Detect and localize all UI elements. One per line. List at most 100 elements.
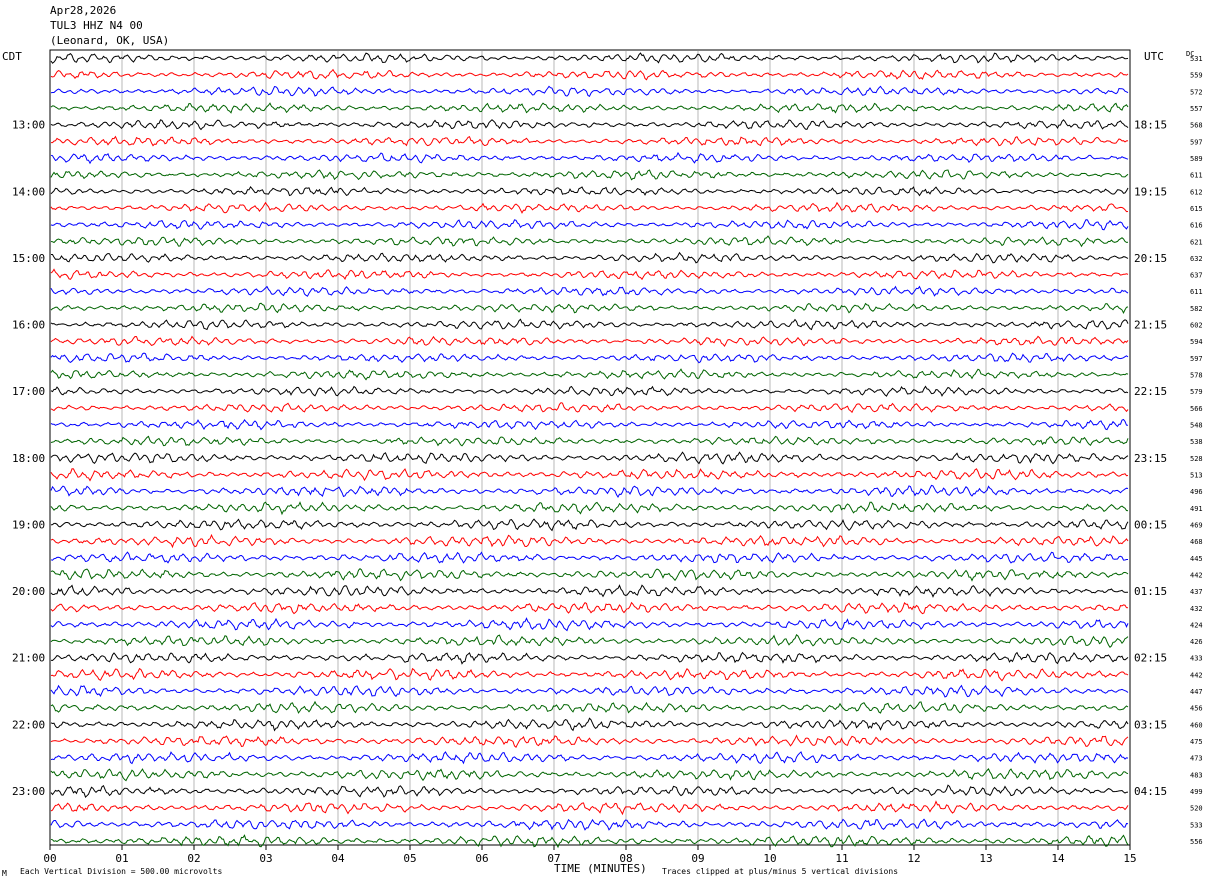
- x-tick-label: 09: [691, 852, 704, 865]
- dc-offset-label: 442: [1190, 671, 1203, 679]
- dc-offset-label: 433: [1190, 655, 1203, 663]
- right-time-label: 03:15: [1134, 718, 1167, 731]
- dc-offset-label: 437: [1190, 588, 1203, 596]
- x-tick-label: 04: [331, 852, 345, 865]
- seismic-trace: [50, 102, 1129, 114]
- x-tick-label: 07: [547, 852, 560, 865]
- seismic-trace: [50, 186, 1129, 197]
- seismic-trace: [50, 68, 1129, 81]
- left-zone-label: CDT: [2, 50, 22, 63]
- seismic-trace: [50, 302, 1129, 315]
- left-time-label: 19:00: [12, 518, 45, 531]
- header-location: (Leonard, OK, USA): [50, 34, 170, 47]
- x-tick-label: 00: [43, 852, 56, 865]
- left-time-label: 22:00: [12, 718, 45, 731]
- x-axis-title: TIME (MINUTES): [554, 862, 647, 875]
- right-time-label: 04:15: [1134, 785, 1167, 798]
- dc-offset-label: 483: [1190, 771, 1203, 779]
- seismic-trace: [50, 285, 1129, 297]
- x-tick-label: 11: [835, 852, 848, 865]
- seismic-trace: [50, 219, 1129, 231]
- plot-frame: [49, 49, 1131, 846]
- seismic-trace: [50, 800, 1129, 816]
- dc-offset-label: 582: [1190, 305, 1203, 313]
- dc-offset-label: 566: [1190, 405, 1203, 413]
- x-tick-label: 03: [259, 852, 272, 865]
- seismic-trace: [50, 85, 1129, 97]
- left-time-label: 13:00: [12, 119, 45, 132]
- x-tick-label: 05: [403, 852, 416, 865]
- dc-offset-label: 475: [1190, 738, 1203, 746]
- dc-offset-label: 528: [1190, 455, 1203, 463]
- seismic-trace: [50, 518, 1129, 532]
- seismic-trace: [50, 784, 1129, 798]
- seismic-trace: [50, 684, 1129, 698]
- right-time-label: 19:15: [1134, 185, 1167, 198]
- dc-offset-label: 460: [1190, 721, 1203, 729]
- seismic-trace: [50, 52, 1129, 64]
- seismic-trace: [50, 818, 1129, 831]
- dc-offset-label: 615: [1190, 205, 1203, 213]
- seismic-trace: [50, 533, 1129, 549]
- seismic-trace: [50, 169, 1129, 181]
- right-time-label: 23:15: [1134, 452, 1167, 465]
- x-tick-label: 01: [115, 852, 128, 865]
- dc-offset-label: 445: [1190, 555, 1203, 563]
- left-time-label: 20:00: [12, 585, 45, 598]
- seismic-trace: [50, 717, 1129, 732]
- left-time-label: 16:00: [12, 319, 45, 332]
- right-time-label: 22:15: [1134, 385, 1167, 398]
- dc-offset-label: 491: [1190, 505, 1203, 513]
- seismic-trace: [50, 584, 1128, 598]
- x-tick-label: 02: [187, 852, 200, 865]
- dc-offset-label: 456: [1190, 705, 1203, 713]
- dc-offset-label: 621: [1190, 238, 1203, 246]
- seismic-trace: [50, 235, 1129, 248]
- seismic-trace: [50, 617, 1129, 632]
- seismic-trace: [50, 201, 1129, 214]
- left-time-label: 14:00: [12, 185, 45, 198]
- dc-offset-label: 616: [1190, 222, 1203, 230]
- dc-offset-label: 572: [1190, 88, 1203, 96]
- x-tick-label: 13: [979, 852, 992, 865]
- dc-offset-label: 499: [1190, 788, 1203, 796]
- seismic-trace: [50, 667, 1129, 682]
- seismic-trace: [50, 335, 1129, 347]
- seismic-trace: [50, 601, 1129, 615]
- dc-offset-label: 520: [1190, 805, 1203, 813]
- dc-offset-label: 589: [1190, 155, 1203, 163]
- seismic-trace: [50, 734, 1129, 748]
- dc-offset-label: 432: [1190, 605, 1203, 613]
- left-time-label: 23:00: [12, 785, 45, 798]
- right-time-label: 01:15: [1134, 585, 1167, 598]
- x-tick-label: 08: [619, 852, 632, 865]
- dc-offset-label: 548: [1190, 422, 1203, 430]
- x-tick-label: 12: [907, 852, 920, 865]
- seismic-trace: [51, 251, 1129, 264]
- dc-offset-label: 513: [1190, 471, 1203, 479]
- header-station: TUL3 HHZ N4 00: [50, 19, 143, 32]
- seismic-trace: [50, 633, 1129, 648]
- right-time-label: 02:15: [1134, 652, 1167, 665]
- dc-offset-label: 597: [1190, 138, 1203, 146]
- seismic-trace: [50, 352, 1129, 364]
- dc-label: DC: [1186, 50, 1195, 58]
- seismic-trace: [50, 418, 1129, 431]
- dc-offset-label: 611: [1190, 288, 1203, 296]
- dc-offset-label: 533: [1190, 821, 1203, 829]
- dc-offset-label: 468: [1190, 538, 1203, 546]
- seismic-trace: [50, 501, 1129, 516]
- dc-offset-label: 557: [1190, 105, 1203, 113]
- dc-offset-label: 602: [1190, 322, 1203, 330]
- dc-offset-label: 559: [1190, 72, 1203, 80]
- seismic-trace: [50, 700, 1129, 714]
- dc-offset-label: 447: [1190, 688, 1203, 696]
- dc-offset-label: 469: [1190, 521, 1203, 529]
- dc-offset-label: 597: [1190, 355, 1203, 363]
- dc-offset-label: 637: [1190, 272, 1203, 280]
- seismic-trace: [50, 119, 1129, 131]
- dc-offset-label: 496: [1190, 488, 1203, 496]
- dc-offset-label: 424: [1190, 621, 1203, 629]
- dc-offset-label: 568: [1190, 122, 1203, 130]
